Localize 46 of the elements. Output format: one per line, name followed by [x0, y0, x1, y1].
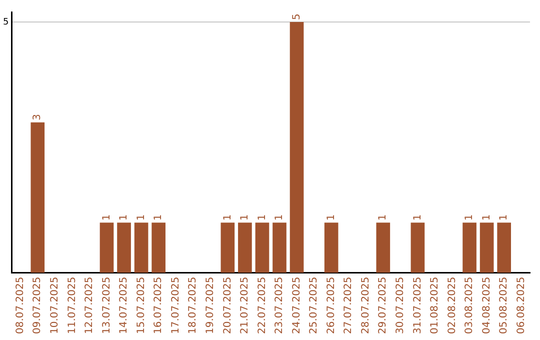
x-tick-label: 23.07.2025	[274, 276, 286, 334]
x-tick-label: 06.08.2025	[516, 276, 527, 334]
x-tick-label: 19.07.2025	[204, 276, 216, 334]
data-label: 5	[291, 14, 302, 20]
x-tick-label: 27.07.2025	[343, 276, 354, 334]
x-tick-label: 21.07.2025	[240, 276, 251, 334]
x-tick-label: 05.08.2025	[498, 276, 510, 334]
data-label: 1	[464, 214, 476, 221]
data-label: 1	[274, 214, 286, 221]
x-tick-label: 09.07.2025	[32, 276, 44, 334]
x-tick-label: 20.07.2025	[222, 276, 234, 334]
data-label: 1	[326, 214, 337, 221]
x-tick-label: 22.07.2025	[256, 276, 268, 334]
x-tick-label: 16.07.2025	[153, 276, 164, 334]
data-label: 1	[101, 214, 112, 221]
data-label: 1	[153, 214, 164, 221]
data-label: 1	[498, 214, 510, 221]
x-tick-label: 26.07.2025	[326, 276, 337, 334]
x-tick-label: 15.07.2025	[136, 276, 147, 334]
data-label: 1	[481, 214, 492, 221]
data-label: 1	[222, 214, 234, 221]
data-label: 1	[412, 214, 424, 221]
x-tick-label: 24.07.2025	[291, 276, 302, 334]
data-label: 1	[118, 214, 130, 221]
x-tick-label: 29.07.2025	[378, 276, 389, 334]
x-tick-label: 10.07.2025	[50, 276, 61, 334]
data-label: 3	[32, 114, 44, 120]
data-label: 1	[136, 214, 147, 221]
x-tick-label: 11.07.2025	[66, 276, 78, 334]
x-tick-label: 28.07.2025	[360, 276, 372, 334]
data-label: 1	[240, 214, 251, 221]
x-tick-label: 03.08.2025	[464, 276, 476, 334]
x-tick-label: 08.07.2025	[14, 276, 26, 334]
data-label: 1	[378, 214, 389, 221]
x-tick-label: 30.07.2025	[395, 276, 406, 334]
x-tick-label: 13.07.2025	[101, 276, 112, 334]
x-tick-label: 31.07.2025	[412, 276, 424, 334]
x-tick-label: 14.07.2025	[118, 276, 130, 334]
x-tick-label: 18.07.2025	[188, 276, 199, 334]
x-tick-label: 02.08.2025	[446, 276, 458, 334]
data-label: 1	[256, 214, 268, 221]
x-tick-label: 25.07.2025	[308, 276, 320, 334]
x-tick-label: 01.08.2025	[430, 276, 441, 334]
x-tick-label: 12.07.2025	[84, 276, 96, 334]
x-tick-label: 04.08.2025	[481, 276, 492, 334]
x-tick-label: 17.07.2025	[170, 276, 182, 334]
